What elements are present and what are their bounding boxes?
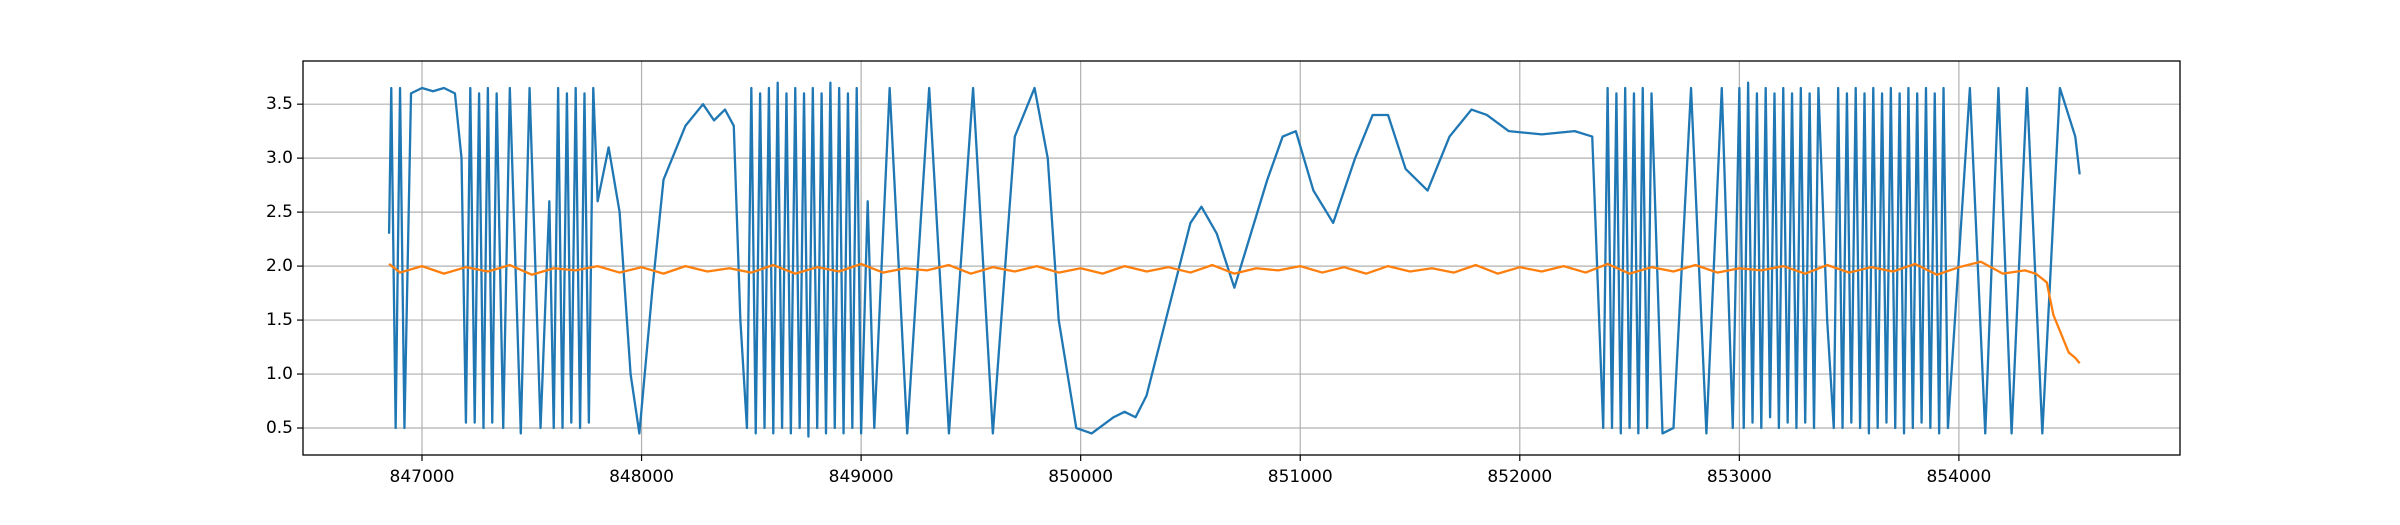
- plot-area: [387, 81, 2081, 438]
- y-tick-label: 2.0: [266, 256, 293, 276]
- x-tick-label: 849000: [829, 467, 894, 487]
- ticks: 847000 848000 849000 850000 851000 852000 8530…: [266, 94, 1991, 487]
- x-tick-label: 851000: [1268, 467, 1333, 487]
- x-tick-label: 852000: [1487, 467, 1552, 487]
- y-tick-label: 0.5: [266, 418, 293, 438]
- data-line: [388, 260, 2081, 364]
- y-tick-label: 1.5: [266, 310, 293, 330]
- x-tick-label: 854000: [1926, 467, 1991, 487]
- x-tick-label: 853000: [1707, 467, 1772, 487]
- axes-frame: [302, 60, 2181, 456]
- x-tick-label: 850000: [1048, 467, 1113, 487]
- y-tick-label: 1.0: [266, 364, 293, 384]
- data-line: [387, 81, 2081, 438]
- y-tick-label: 2.5: [266, 202, 293, 222]
- y-tick-label: 3.0: [266, 148, 293, 168]
- x-tick-label: 847000: [390, 467, 455, 487]
- x-tick-label: 848000: [609, 467, 674, 487]
- y-tick-label: 3.5: [266, 94, 293, 114]
